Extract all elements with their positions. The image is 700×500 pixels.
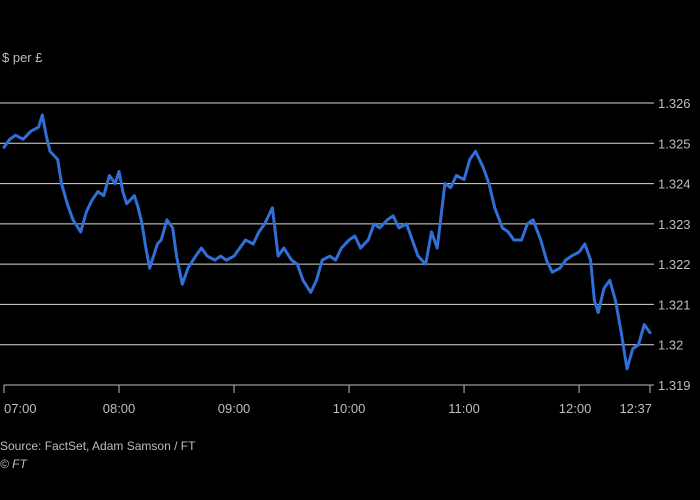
y-tick-label: 1.319 [658, 378, 691, 393]
y-tick-label: 1.323 [658, 217, 691, 232]
x-tick-label: 12:37 [619, 401, 652, 416]
y-tick-label: 1.322 [658, 257, 691, 272]
x-tick-label: 12:00 [559, 401, 592, 416]
y-tick-label: 1.325 [658, 136, 691, 151]
series-line [2, 113, 652, 371]
y-tick-label: 1.324 [658, 177, 691, 192]
x-tick-label: 10:00 [333, 401, 366, 416]
x-tick-labels: 07:00 08:00 09:00 10:00 11:00 12:00 12:37 [4, 401, 652, 416]
x-tick-label: 09:00 [218, 401, 251, 416]
source-note: Source: FactSet, Adam Samson / FT [0, 439, 196, 453]
y-tick-labels: 1.326 1.325 1.324 1.323 1.322 1.321 1.32 1.319 [658, 96, 691, 393]
x-tick-label: 11:00 [448, 401, 480, 416]
gridlines [0, 102, 654, 346]
y-tick-label: 1.32 [658, 338, 683, 353]
x-tick-label: 07:00 [4, 401, 37, 416]
series-group [2, 113, 652, 371]
x-axis [3, 384, 654, 393]
y-axis-label: $ per £ [2, 50, 43, 65]
x-tick-label: 08:00 [103, 401, 136, 416]
copyright-credit: © FT [0, 457, 29, 471]
y-tick-label: 1.326 [658, 96, 691, 111]
y-tick-label: 1.321 [658, 297, 691, 312]
